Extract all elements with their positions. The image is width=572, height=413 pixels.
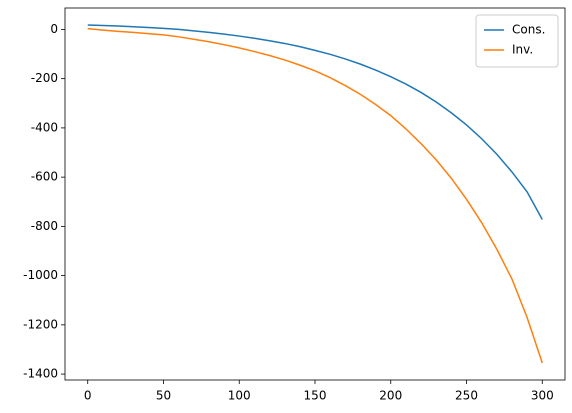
line: [87, 24, 543, 220]
legend-box: [475, 14, 559, 68]
y-tick-label: -800: [31, 219, 58, 233]
y-tick-label: -1400: [23, 367, 58, 381]
x-tick-label: 100: [228, 389, 251, 403]
y-tick-label: 0: [50, 22, 58, 36]
line: [87, 27, 543, 364]
legend-label: Inv.: [512, 43, 533, 57]
y-tick-label: -600: [31, 170, 58, 184]
x-tick-label: 50: [156, 389, 171, 403]
x-tick-label: 200: [379, 389, 402, 403]
plot-frame: [64, 7, 566, 381]
x-tick-label: 300: [531, 389, 554, 403]
legend-label: Cons.: [512, 23, 545, 37]
legend: Cons. Inv.: [475, 14, 559, 68]
y-tick-label: -400: [31, 120, 58, 134]
x-tick-label: 150: [304, 389, 327, 403]
y-tick-label: -1000: [23, 268, 58, 282]
y-tick-label: -1200: [23, 317, 58, 331]
x-tick-label: 0: [84, 389, 92, 403]
y-tick-label: -200: [31, 71, 58, 85]
x-tick-label: 250: [455, 389, 478, 403]
